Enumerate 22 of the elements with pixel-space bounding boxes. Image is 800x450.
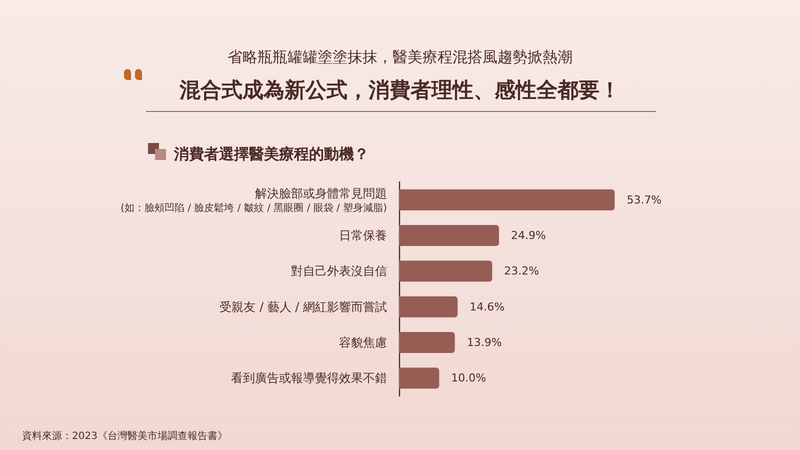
data-label: 23.2%: [504, 264, 540, 278]
y-tick-label: 對自己外表沒自信: [291, 264, 387, 278]
y-tick-label: 看到廣告或報導覺得效果不錯: [231, 371, 387, 386]
y-tick-label: 解決臉部或身體常見問題 (如：臉頰凹陷 / 臉皮鬆垮 / 皺紋 / 黑眼圈 / 眼袋 / 塑身減脂): [120, 186, 388, 214]
bar: [399, 332, 455, 353]
bar: [399, 296, 458, 318]
y-tick-label: 日常保養: [339, 228, 387, 242]
data-label: 24.9%: [511, 229, 546, 242]
data-label: 10.0%: [451, 372, 486, 385]
source-note: 資料來源：2023《台灣醫美市場調查報告書》: [22, 430, 228, 443]
bar: [399, 260, 492, 282]
y-tick-label: 容貌焦慮: [339, 336, 387, 350]
bar: [399, 189, 615, 210]
chart-subtitle: 省略瓶瓶罐罐塗塗抹抹，醫美療程混搭風趨勢掀熱潮: [226, 48, 574, 67]
data-label: 13.9%: [466, 336, 502, 349]
data-label: 53.7%: [626, 193, 662, 206]
bar: [399, 368, 440, 389]
bar: [399, 225, 500, 246]
y-tick-label: 受親友 / 藝人 / 網紅影響而嘗試: [220, 300, 387, 314]
chart-title: 混合式成為新公式，消費者理性、感性全都要！: [178, 77, 622, 104]
data-label: 14.6%: [470, 300, 505, 314]
text: 消費者選擇醫美療程的動機？: [174, 145, 369, 164]
